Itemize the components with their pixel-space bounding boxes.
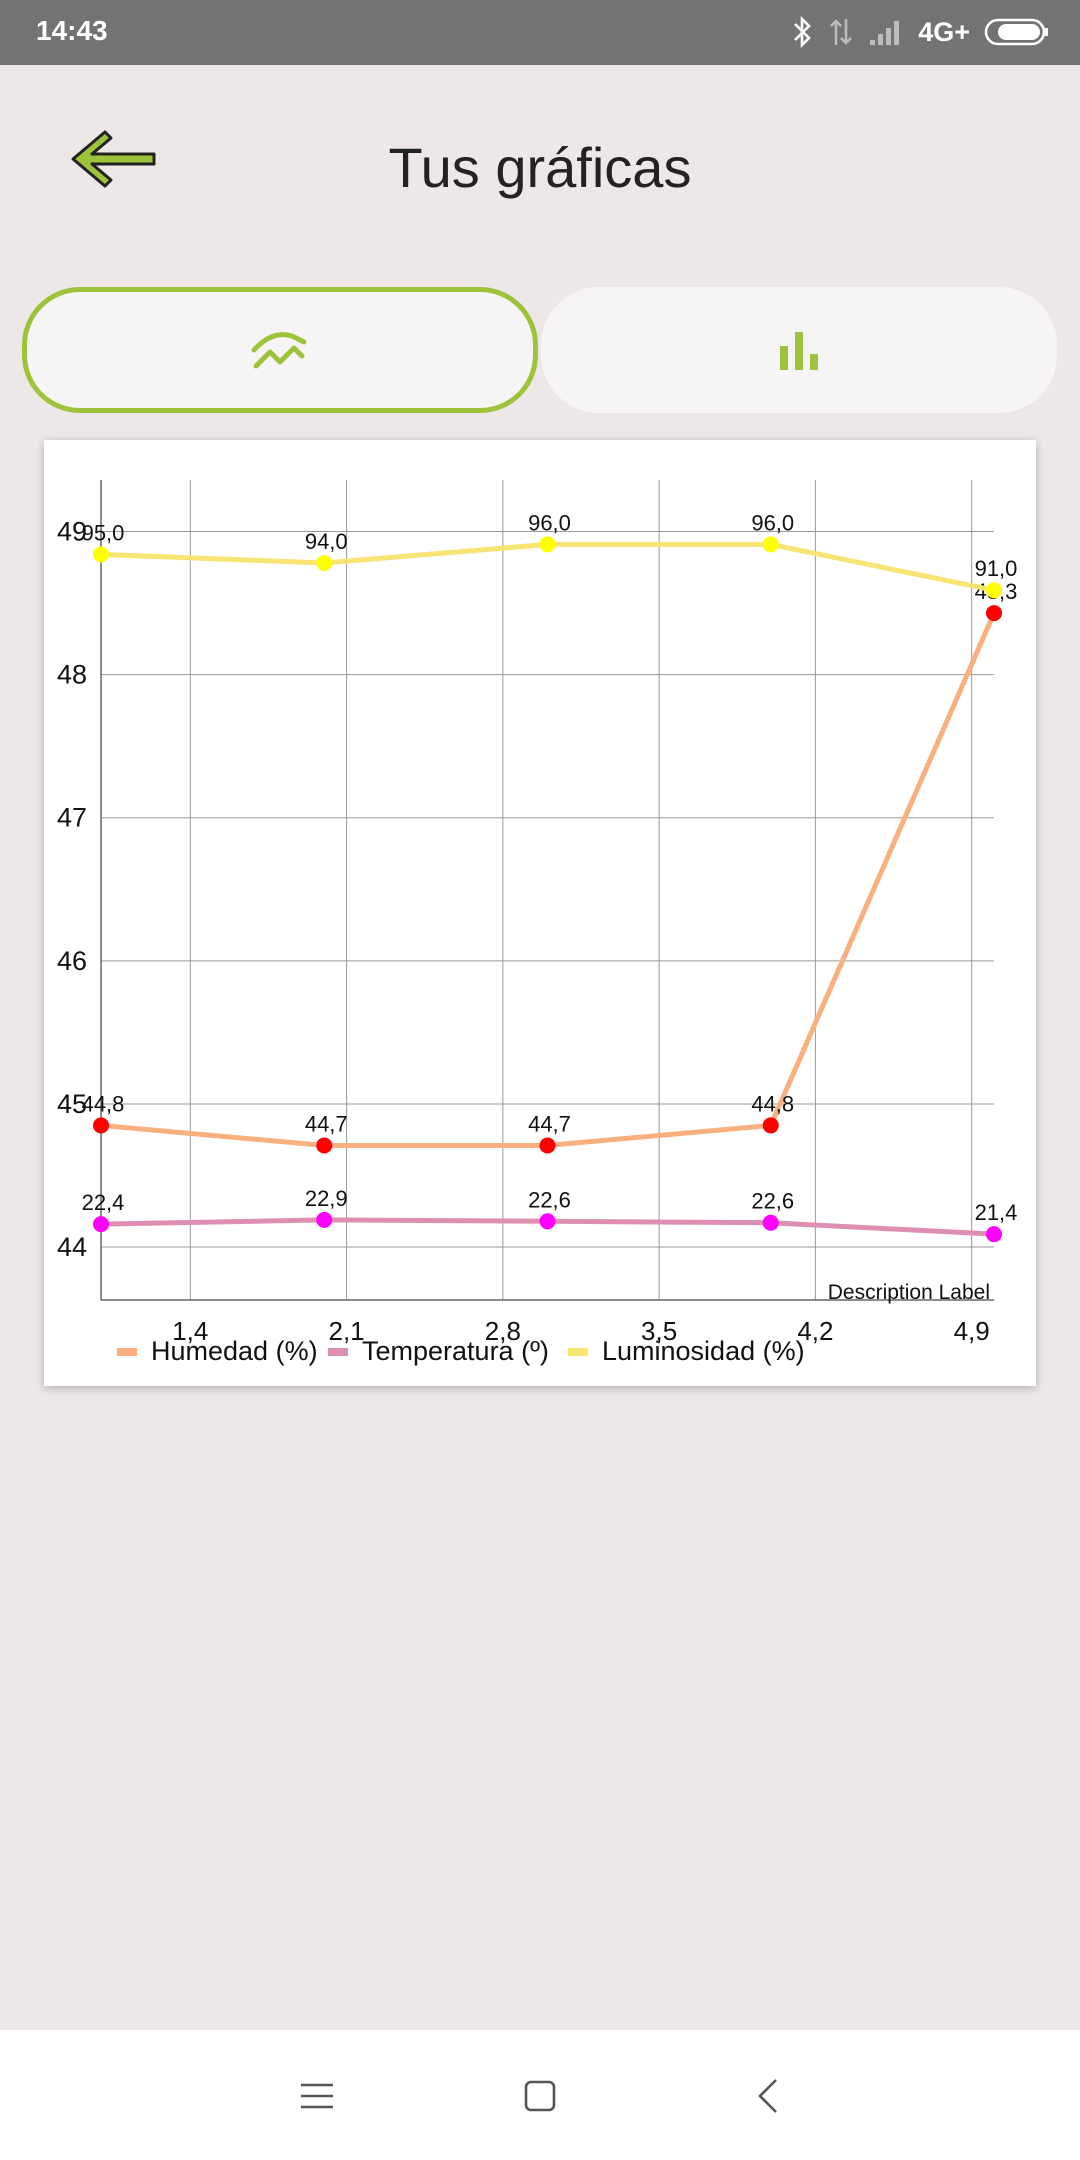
data-label-luminosidad: 95,0 (82, 520, 125, 545)
data-label-temperatura: 22,9 (305, 1186, 348, 1211)
header: Tus gráficas (0, 65, 1080, 275)
back-button[interactable] (68, 127, 168, 207)
y-tick-label: 44 (57, 1232, 87, 1262)
trend-line-icon (251, 332, 307, 369)
data-point-humedad (762, 1117, 779, 1134)
x-tick-label: 2,8 (485, 1316, 521, 1346)
menu-icon (301, 2083, 333, 2109)
data-label-humedad: 44,7 (305, 1111, 348, 1136)
data-point-temperatura (762, 1214, 779, 1231)
bar-chart-icon (780, 332, 818, 370)
legend-swatch-humedad (117, 1348, 137, 1356)
status-time: 14:43 (36, 15, 108, 46)
tab-bar-chart[interactable] (541, 287, 1057, 413)
signal-icon (870, 21, 900, 45)
data-label-luminosidad: 91,0 (975, 556, 1018, 581)
navigation-bar (0, 2030, 1080, 2160)
legend-label-luminosidad: Luminosidad (%) (602, 1336, 805, 1366)
home-button[interactable] (505, 2064, 575, 2128)
data-label-humedad: 44,7 (528, 1111, 571, 1136)
network-type: 4G+ (918, 16, 970, 47)
data-point-temperatura (93, 1216, 109, 1233)
data-point-humedad (539, 1137, 556, 1154)
data-point-luminosidad (316, 555, 333, 572)
page-title-text: Tus gráficas (388, 136, 692, 199)
legend-label-temperatura: Temperatura (º) (362, 1336, 549, 1366)
chart-card: 44 45 46 47 48 49 1,4 2,1 2,8 3,5 4,2 4,9 Descriptio… (44, 440, 1036, 1386)
bluetooth-icon (794, 15, 812, 49)
legend-swatch-temperatura (328, 1348, 348, 1356)
data-point-luminosidad (986, 582, 1002, 599)
data-label-humedad: 44,8 (751, 1091, 794, 1116)
data-label-luminosidad: 96,0 (751, 510, 794, 535)
data-point-temperatura (539, 1213, 556, 1230)
data-point-temperatura (316, 1211, 333, 1228)
y-tick-label: 46 (57, 946, 87, 976)
data-point-luminosidad (762, 536, 779, 553)
data-label-humedad: 44,8 (82, 1091, 125, 1116)
data-label-temperatura: 22,4 (82, 1190, 125, 1215)
x-tick-label: 1,4 (172, 1316, 208, 1346)
menu-button[interactable] (282, 2064, 352, 2128)
tab-line-chart[interactable] (22, 287, 538, 413)
status-bar: 14:43 4G+ (0, 0, 1080, 65)
square-icon (524, 2080, 556, 2112)
data-point-humedad (93, 1117, 109, 1134)
data-point-humedad (316, 1137, 333, 1154)
data-label-temperatura: 21,4 (975, 1200, 1018, 1225)
data-label-temperatura: 22,6 (751, 1189, 794, 1214)
battery-icon (984, 18, 1048, 46)
description-label: Description Label (828, 1281, 990, 1304)
legend-label-humedad: Humedad (%) (151, 1336, 318, 1366)
x-tick-label: 2,1 (328, 1316, 364, 1346)
x-tick-label: 4,9 (954, 1316, 990, 1346)
page-title: Tus gráficas (0, 135, 1080, 200)
data-point-luminosidad (539, 536, 556, 553)
data-point-humedad (986, 605, 1002, 622)
data-label-luminosidad: 94,0 (305, 529, 348, 554)
status-icons: 4G+ (792, 12, 1050, 52)
y-tick-label: 49 (57, 517, 87, 547)
y-tick-label: 47 (57, 803, 87, 833)
chevron-left-icon (758, 2079, 777, 2113)
x-tick-label: 3,5 (641, 1316, 677, 1346)
y-tick-label: 48 (57, 660, 87, 690)
data-label-temperatura: 22,6 (528, 1187, 571, 1212)
line-chart: 44 45 46 47 48 49 1,4 2,1 2,8 3,5 4,2 4,9 Descriptio… (57, 480, 1018, 1366)
legend-swatch-luminosidad (568, 1348, 588, 1356)
x-tick-label: 4,2 (797, 1316, 833, 1346)
data-point-luminosidad (93, 546, 109, 563)
data-label-luminosidad: 96,0 (528, 510, 571, 535)
back-nav-button[interactable] (733, 2064, 803, 2128)
y-tick-label: 45 (57, 1089, 87, 1119)
series-line-humedad (100, 612, 997, 1148)
data-point-temperatura (986, 1226, 1002, 1243)
arrow-left-icon (71, 130, 156, 188)
data-transfer-icon (830, 19, 853, 45)
